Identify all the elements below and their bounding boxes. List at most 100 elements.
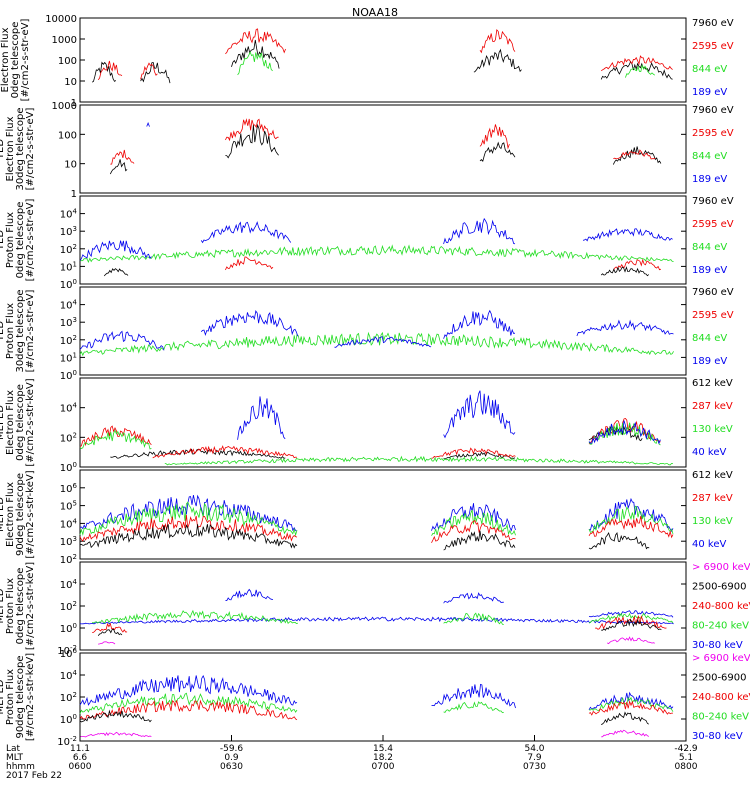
panel-frame: [79, 104, 687, 194]
series-green: [79, 331, 674, 357]
y-tick-label: 10000: [45, 14, 77, 25]
y-axis-label-line: 90deg telescope: [15, 655, 26, 738]
x-row-label: hhmm: [6, 762, 35, 772]
y-axis-label-line: Electron Flux: [5, 482, 16, 547]
x-tick-lat: 11.1: [70, 744, 90, 754]
legend-entry: 2500-6900: [692, 582, 747, 593]
series-green: [237, 51, 656, 78]
legend-entry: > 6900 keV: [692, 653, 750, 664]
series-red: [225, 256, 662, 271]
y-tick-label: 100: [60, 461, 77, 474]
legend-entry: 612 keV: [692, 470, 733, 481]
series-green: [91, 609, 674, 625]
series-green: [79, 422, 674, 466]
y-axis-label-line: [#/cm2-s-str-keV]: [25, 653, 36, 741]
panel-1: 1 10 100 1000 10000 Electron Flux0deg telesco…: [0, 14, 734, 109]
series-blue: [79, 217, 673, 261]
x-tick-lat: 54.0: [524, 744, 544, 754]
y-tick-label: 100: [60, 622, 77, 635]
y-tick-label: 104: [60, 669, 78, 682]
series-blue: [237, 390, 661, 445]
x-tick-hhmm: 0730: [523, 762, 546, 772]
x-row-label: Lat: [6, 744, 21, 754]
y-tick-label: 100: [60, 278, 77, 291]
y-tick-label: 102: [60, 691, 77, 704]
series-black: [97, 618, 662, 636]
y-axis-label-line: 30deg telescope: [15, 289, 26, 372]
legend-entry: 844 eV: [692, 151, 727, 162]
series-black: [79, 524, 650, 551]
x-tick-mlt: 18.2: [373, 753, 393, 763]
y-tick-label: 102: [60, 431, 77, 444]
legend-entry: 2595 eV: [692, 41, 734, 52]
series-red: [79, 699, 673, 721]
y-tick-label: 103: [60, 225, 77, 238]
y-tick-label: 104: [60, 578, 78, 591]
legend-entry: 7960 eV: [692, 105, 734, 116]
series-blue: [79, 309, 674, 351]
legend-entry: 240-800 keV: [692, 601, 750, 612]
y-axis-label-line: [#/cm2-s-str-keV]: [25, 378, 36, 466]
x-tick-hhmm: 0630: [220, 762, 243, 772]
legend-entry: 2500-6900: [692, 673, 747, 684]
y-axis-label-line: Electron Flux: [0, 27, 11, 92]
x-tick-mlt: 5.1: [679, 753, 693, 763]
y-axis-label-line: MEPED: [0, 497, 6, 532]
panel-frame: [79, 561, 687, 651]
series-green: [79, 244, 674, 264]
x-tick-mlt: 7.9: [527, 753, 542, 763]
y-tick-label: 102: [60, 243, 77, 256]
y-axis-label-line: MEPED: [0, 679, 6, 714]
y-tick-label: 102: [60, 334, 77, 347]
series-green: [79, 501, 674, 537]
y-tick-label: 10-2: [57, 644, 77, 657]
legend-entry: 189 eV: [692, 87, 727, 98]
y-tick-label: 10: [64, 160, 77, 171]
y-axis-label-line: 0deg telescope: [15, 568, 26, 645]
panel-8: 10-2 100 102 104 106 MEPEDProton Flux90deg te…: [0, 647, 750, 748]
y-axis-label-line: [#/cm2-s-str-eV]: [20, 19, 31, 102]
y-tick-label: 101: [60, 260, 77, 273]
y-axis-label-line: Electron Flux: [5, 116, 16, 181]
y-axis-label: MEPEDElectron Flux90deg telescope[#/cm2-…: [0, 470, 36, 558]
series-black: [103, 266, 650, 277]
y-axis-label-line: Proton Flux: [5, 578, 16, 634]
series-red: [79, 514, 674, 543]
series-black: [109, 123, 662, 175]
panel-frame: [79, 17, 687, 103]
y-axis-label: MEPEDProton Flux90deg telescope[#/cm2-s-…: [0, 653, 36, 741]
y-axis-label: Electron Flux0deg telescope[#/cm2-s-str-…: [0, 19, 31, 102]
legend-entry: 30-80 keV: [692, 640, 743, 651]
x-tick-mlt: 0.9: [224, 753, 239, 763]
y-tick-label: 100: [58, 130, 77, 141]
legend-entry: 2595 eV: [692, 219, 734, 230]
series-blue: [79, 588, 674, 625]
panel-frame: [79, 286, 687, 376]
y-tick-label: 100: [58, 56, 77, 67]
y-tick-label: 103: [60, 535, 77, 548]
panel-frame: [79, 652, 687, 742]
y-axis-label: TEDProton Flux0deg telescope[#/cm2-s-str…: [0, 199, 36, 282]
series-black: [79, 709, 649, 725]
y-tick-label: 105: [60, 500, 77, 513]
y-tick-label: 100: [60, 713, 77, 726]
legend-entry: 612 keV: [692, 378, 733, 389]
y-axis-label-line: 0deg telescope: [15, 384, 26, 461]
x-row-label: MLT: [6, 753, 24, 763]
legend-entry: 130 keV: [692, 516, 733, 527]
legend-entry: 240-800 keV: [692, 692, 750, 703]
plot-title: NOAA18: [352, 6, 398, 19]
legend-entry: 2595 eV: [692, 310, 734, 321]
y-tick-label: 106: [60, 647, 78, 660]
series-red: [110, 118, 656, 165]
legend-entry: 80-240 keV: [692, 621, 749, 632]
legend-entry: 7960 eV: [692, 287, 734, 298]
panel-frame: [79, 377, 687, 468]
x-tick-lat: -42.9: [674, 744, 698, 754]
y-tick-label: 10: [64, 77, 77, 88]
legend-entry: 2595 eV: [692, 128, 734, 139]
panel-6: 102 103 104 105 106 MEPEDElectron Flux90deg t…: [0, 469, 733, 566]
y-axis-label-line: TED: [0, 230, 6, 251]
